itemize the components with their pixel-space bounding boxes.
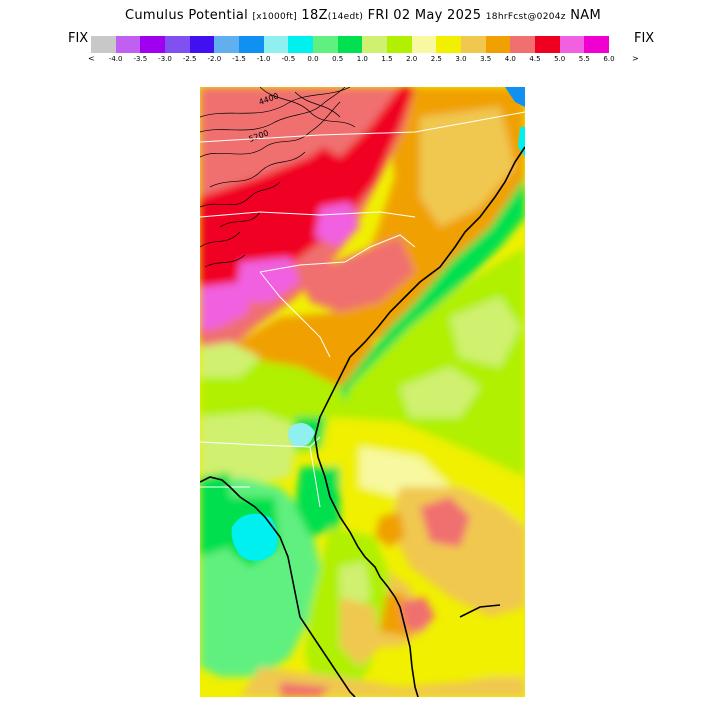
legend-tick-label: -2.0 xyxy=(207,55,222,63)
legend-tick-label: 0.0 xyxy=(307,55,319,63)
title-main: Cumulus Potential xyxy=(125,8,249,23)
legend-swatch-12 xyxy=(387,36,412,53)
title-valid-local: (14edt) xyxy=(327,12,364,22)
map-svg: 4400 5200 xyxy=(200,87,525,697)
legend-tick-label: 6.0 xyxy=(603,55,615,63)
legend-tick-label: 3.5 xyxy=(480,55,492,63)
fix-label-left: FIX xyxy=(68,31,89,46)
legend-tick-label: -1.5 xyxy=(232,55,246,63)
blue-patch-northeast xyxy=(505,87,525,107)
legend-swatch-4 xyxy=(189,36,215,53)
legend-swatch-11 xyxy=(362,36,388,53)
legend-swatch-1 xyxy=(115,36,141,53)
title-forecast-info: 18hrFcst@0204z xyxy=(485,12,566,22)
legend-swatch-10 xyxy=(337,36,363,53)
legend-swatch-19 xyxy=(559,36,585,53)
cyan-patch-gulf xyxy=(231,513,278,561)
fix-label-right: FIX xyxy=(634,31,655,46)
state-boundaries xyxy=(200,111,525,508)
legend-swatch-8 xyxy=(288,36,314,53)
legend-swatch-6 xyxy=(239,36,264,53)
legend-swatch-9 xyxy=(313,36,338,53)
color-legend-bar xyxy=(91,36,610,53)
legend-tick-label: 5.5 xyxy=(578,55,590,63)
field-shading xyxy=(200,87,525,697)
legend-tick-label: -4.0 xyxy=(108,55,123,63)
legend-tick-label: 1.0 xyxy=(356,55,368,63)
chart-title: Cumulus Potential [x1000ft] 18Z(14edt) F… xyxy=(0,8,726,23)
legend-tick-label: 0.5 xyxy=(332,55,344,63)
legend-arrow-right: > xyxy=(632,54,639,63)
legend-swatch-15 xyxy=(461,36,486,53)
legend-swatch-0 xyxy=(91,36,116,53)
title-model: NAM xyxy=(570,8,601,23)
legend-tick-label: 5.0 xyxy=(554,55,566,63)
legend-swatch-3 xyxy=(165,36,190,53)
legend-tick-label: 4.0 xyxy=(504,55,516,63)
legend-swatch-16 xyxy=(485,36,511,53)
coastline xyxy=(200,146,525,697)
legend-swatch-17 xyxy=(510,36,536,53)
legend-tick-label: -3.5 xyxy=(133,55,148,63)
legend-swatch-14 xyxy=(436,36,462,53)
legend-tick-label: 2.0 xyxy=(406,55,418,63)
legend-swatch-7 xyxy=(263,36,289,53)
legend-tick-label: 1.5 xyxy=(381,55,393,63)
cumulus-potential-map: 4400 5200 xyxy=(200,87,525,697)
title-valid-hour: 18Z xyxy=(301,8,328,23)
legend-tick-label: -1.0 xyxy=(256,55,271,63)
legend-tick-label: 4.5 xyxy=(529,55,541,63)
legend-swatch-13 xyxy=(411,36,437,53)
title-units: [x1000ft] xyxy=(252,12,297,22)
legend-tick-labels: -4.0 -3.5 -3.0 -2.5 -2.0 -1.5 -1.0 -0.5 0.0 0.5 1.… xyxy=(91,55,615,65)
legend-swatch-2 xyxy=(140,36,166,53)
legend-tick-label: -2.5 xyxy=(182,55,197,63)
legend-tick-label: 2.5 xyxy=(430,55,442,63)
legend-tick-label: -0.5 xyxy=(281,55,296,63)
legend-swatch-18 xyxy=(535,36,560,53)
legend-swatch-20 xyxy=(584,36,610,53)
legend-swatch-5 xyxy=(214,36,240,53)
title-valid-date: FRI 02 May 2025 xyxy=(367,8,482,23)
legend-arrow-left: < xyxy=(88,54,95,63)
height-contours xyxy=(200,87,356,268)
legend-tick-label: 3.0 xyxy=(455,55,467,63)
cyan-patch-coast xyxy=(288,423,315,448)
legend-tick-label: -3.0 xyxy=(158,55,172,63)
